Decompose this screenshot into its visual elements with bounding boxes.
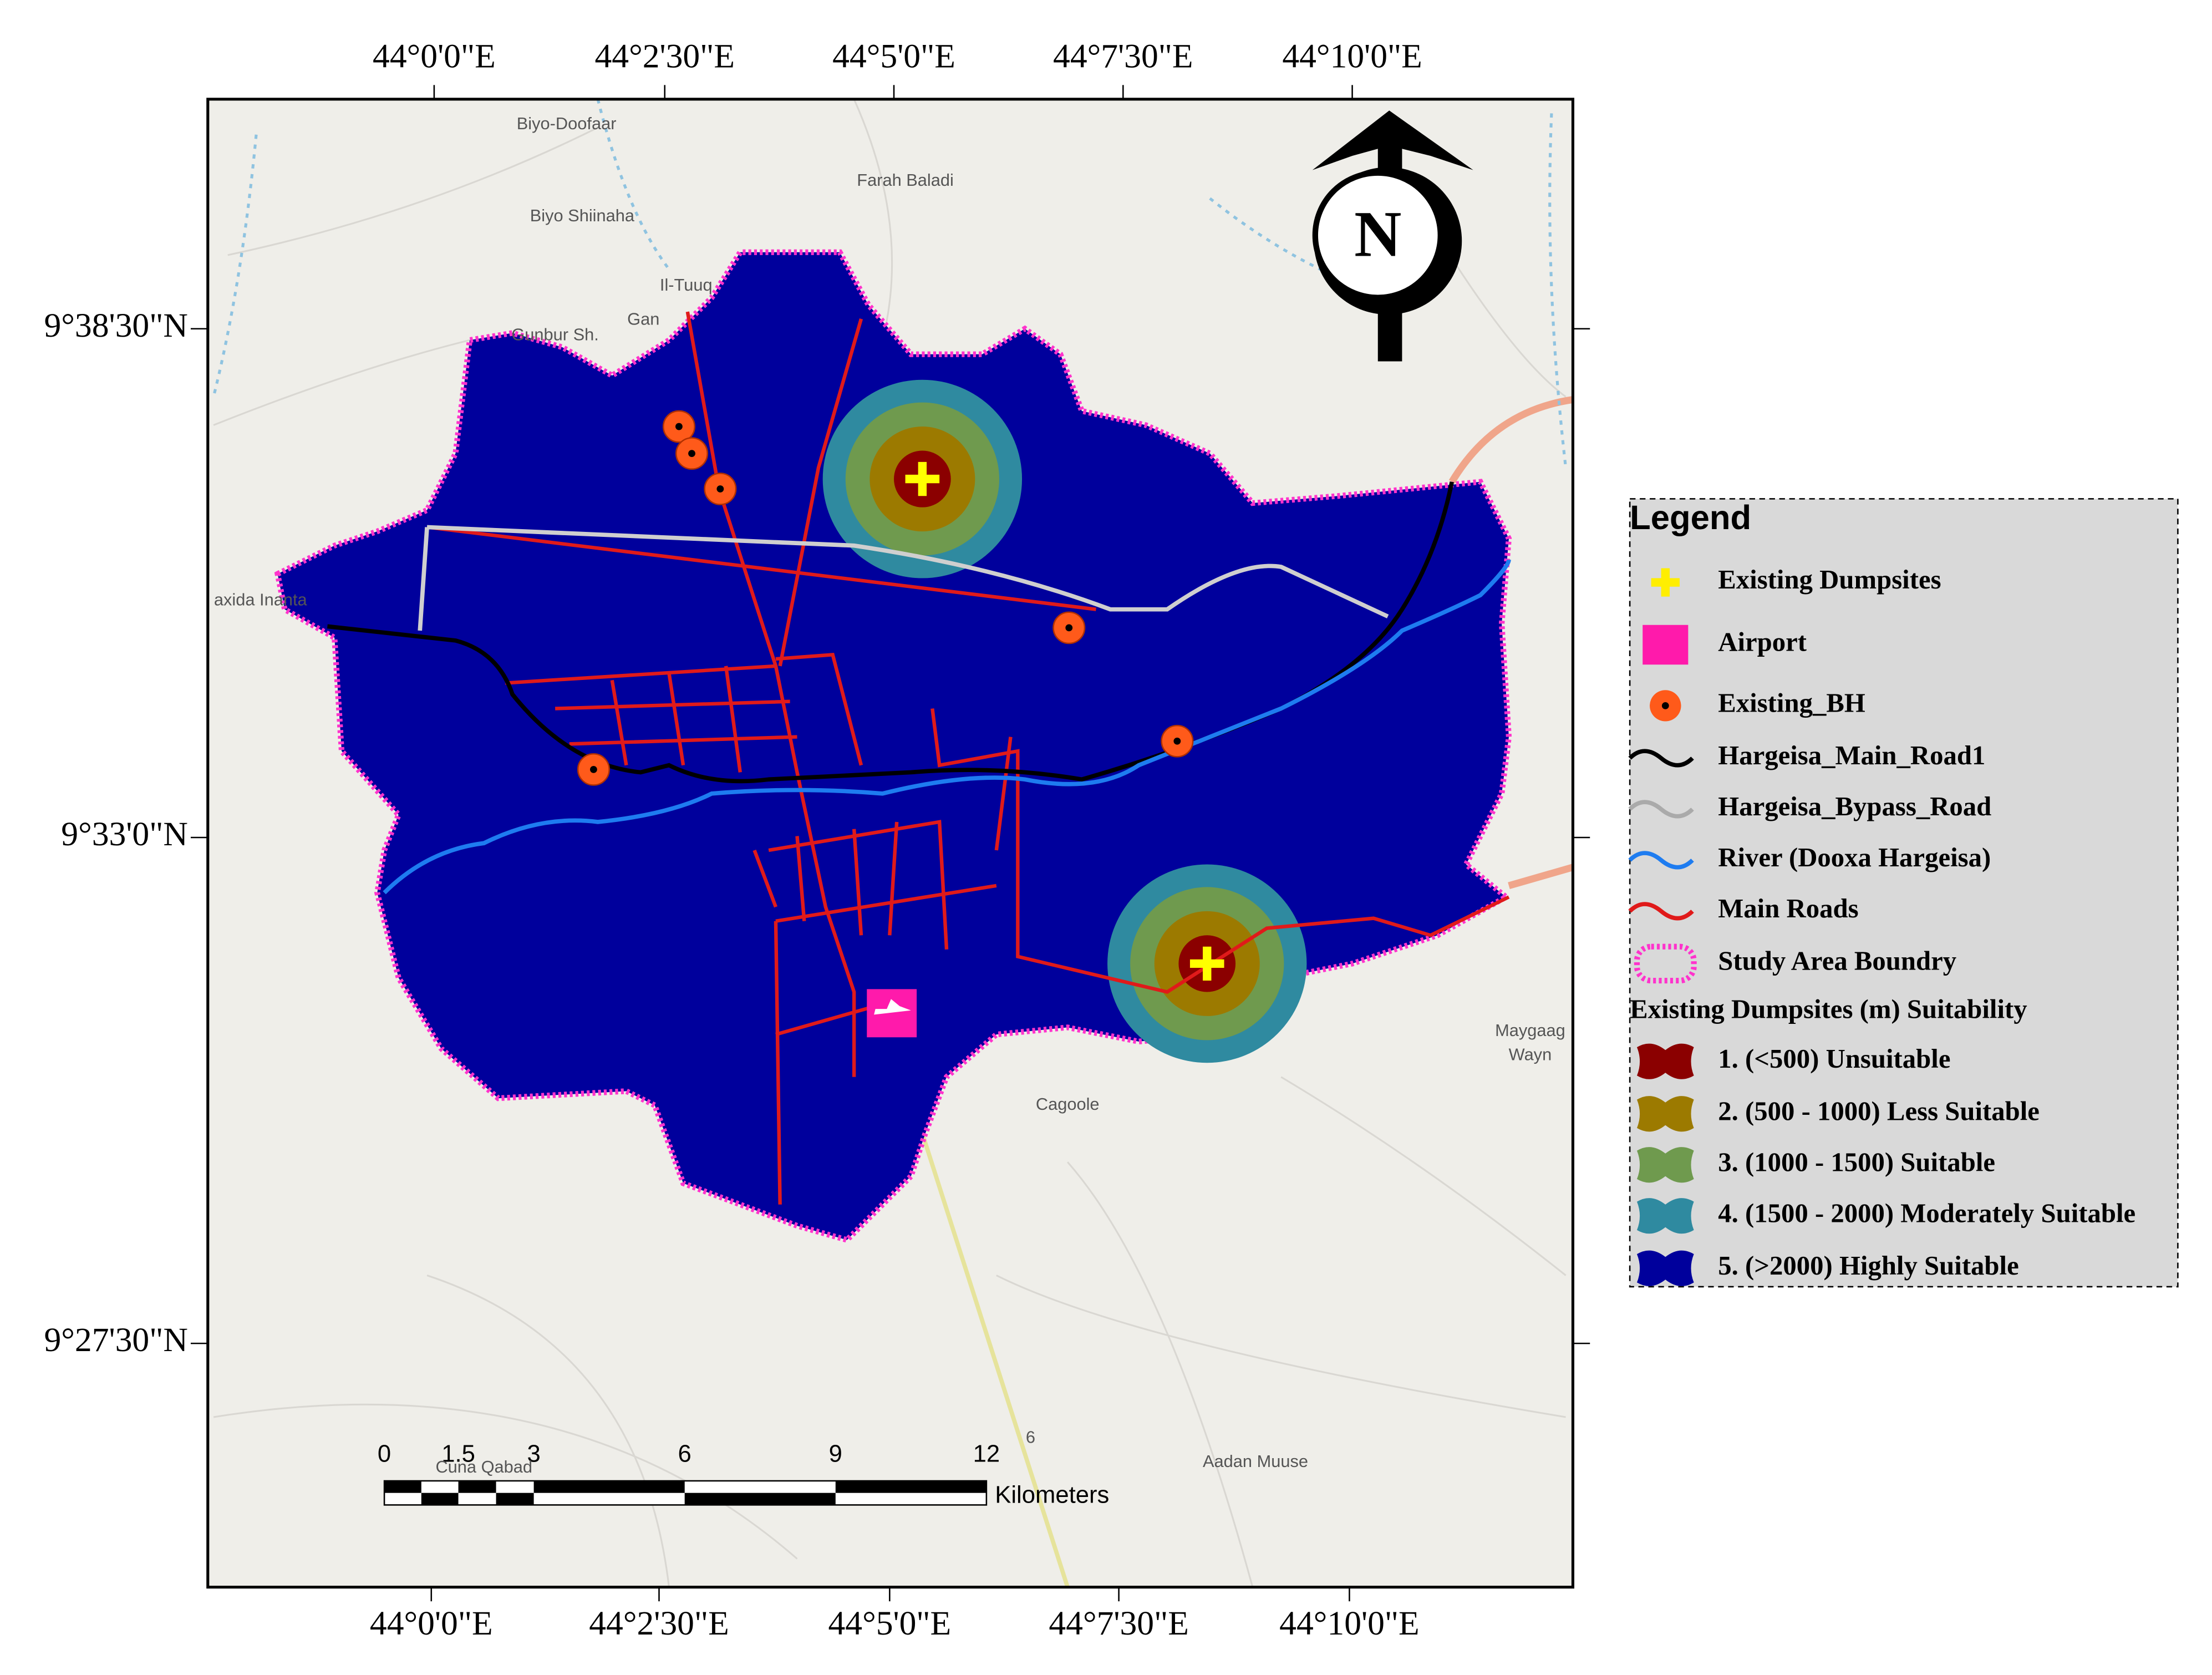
legend-label: Hargeisa_Main_Road1: [1718, 740, 1985, 770]
legend-label: Hargeisa_Bypass_Road: [1718, 791, 1991, 821]
legend-section: Existing Dumpsites (m) Suitability: [1630, 994, 2027, 1024]
sym: [1628, 800, 1694, 819]
airport-icon: [874, 999, 911, 1015]
lon-label-bottom: 44°10'0"E: [1279, 1605, 1419, 1642]
scale-seg: [835, 1480, 986, 1493]
borehole-dot: [716, 485, 724, 493]
bypass-road: [418, 525, 1389, 631]
legend-label: 1. (<500) Unsuitable: [1718, 1044, 1950, 1074]
basemap-streams: [212, 99, 1568, 468]
lat-label: 9°27'30"N: [44, 1321, 187, 1359]
place-label: axida Inanta: [214, 590, 308, 609]
borehole-dot: [675, 423, 683, 430]
legend-label: 3. (1000 - 1500) Suitable: [1718, 1147, 1995, 1177]
main-road: [327, 481, 1455, 784]
sym: [1661, 702, 1669, 709]
boreholes: [577, 410, 1194, 786]
legend-label: Existing_BH: [1718, 688, 1865, 718]
basemap-highway: [920, 1133, 1070, 1588]
scale-seg: [458, 1480, 496, 1493]
basemap-primary-road: [1448, 396, 1574, 890]
place-label: Il-Tuuq: [660, 275, 713, 295]
sym: [1628, 851, 1694, 870]
place-label: 6: [1026, 1427, 1035, 1446]
place-label: Biyo-Doofaar: [517, 114, 617, 133]
legend-label: 4. (1500 - 2000) Moderately Suitable: [1718, 1198, 2135, 1228]
scale-seg: [384, 1480, 421, 1493]
place-label: Gunbur Sh.: [511, 325, 598, 344]
sym: [1634, 943, 1697, 984]
scale-unit: Kilometers: [995, 1482, 1109, 1509]
scale-label: 9: [829, 1441, 842, 1468]
lon-label-top: 44°10'0"E: [1282, 38, 1422, 75]
sym: [1651, 568, 1680, 597]
scale-bar: 0 1.5 3 6 9 12 Kilometers: [378, 1441, 1109, 1509]
class-swatch: [1636, 1147, 1694, 1183]
lon-label-bottom: 44°0'0"E: [370, 1605, 493, 1642]
legend-items: Existing Dumpsites Airport Existing_BH Harg…: [1628, 565, 2135, 1286]
sym: [1628, 902, 1694, 921]
place-label: Maygaag: [1495, 1021, 1565, 1040]
lon-label-top: 44°2'30"E: [595, 38, 735, 75]
river: [383, 559, 1511, 895]
class-swatch: [1636, 1198, 1694, 1234]
north-label: N: [1354, 199, 1401, 271]
legend-label: Study Area Boundry: [1718, 946, 1956, 976]
dumpsites: [905, 461, 1224, 981]
main-roads: [426, 311, 1510, 1205]
north-arrow: N: [1312, 110, 1473, 362]
sym: [1643, 625, 1689, 665]
place-label: Farah Baladi: [857, 170, 954, 190]
sym: [1628, 749, 1694, 768]
class-swatch: [1636, 1250, 1694, 1286]
lon-label-bottom: 44°2'30"E: [589, 1605, 729, 1642]
lat-label: 9°38'30"N: [44, 307, 187, 344]
scale-label: 3: [527, 1441, 540, 1468]
place-label: Biyo Shiinaha: [530, 206, 635, 225]
borehole-dot: [1173, 737, 1181, 745]
legend-label: 2. (500 - 1000) Less Suitable: [1718, 1096, 2040, 1126]
legend-label: Main Roads: [1718, 894, 1858, 923]
borehole-dot: [1065, 624, 1073, 632]
place-label: Wayn: [1509, 1045, 1552, 1064]
scale-seg: [496, 1493, 534, 1505]
legend-box: [1629, 498, 2179, 1288]
place-label: Cuna Qabad: [435, 1457, 532, 1476]
place-label: Cagoole: [1036, 1094, 1100, 1114]
place-label: Gan: [627, 309, 659, 329]
legend-label: Existing Dumpsites: [1718, 565, 1941, 595]
class-swatch: [1636, 1043, 1694, 1079]
scale-label: 0: [378, 1441, 391, 1468]
scale-seg: [533, 1480, 685, 1493]
legend-label: River (Dooxa Hargeisa): [1718, 842, 1991, 872]
lon-label-bottom: 44°5'0"E: [828, 1605, 951, 1642]
scale-label: 6: [678, 1441, 691, 1468]
legend-title: Legend: [1630, 499, 1751, 537]
borehole-dot: [589, 765, 597, 773]
lat-label: 9°33'0"N: [61, 815, 188, 853]
scale-seg: [684, 1493, 836, 1505]
basemap-roads: [213, 99, 1567, 1587]
legend-label: 5. (>2000) Highly Suitable: [1718, 1251, 2018, 1281]
scale-label: 12: [973, 1441, 1000, 1468]
borehole-dot: [688, 450, 695, 457]
scale-label: 1.5: [441, 1441, 475, 1468]
place-label: Aadan Muuse: [1203, 1451, 1308, 1471]
lon-label-bottom: 44°7'30"E: [1049, 1605, 1188, 1642]
lon-label-top: 44°7'30"E: [1053, 38, 1193, 75]
lon-label-top: 44°0'0"E: [373, 38, 496, 75]
lon-label-top: 44°5'0"E: [832, 38, 955, 75]
legend-label: Airport: [1718, 627, 1807, 657]
class-swatch: [1636, 1096, 1694, 1132]
scale-seg: [421, 1493, 459, 1505]
